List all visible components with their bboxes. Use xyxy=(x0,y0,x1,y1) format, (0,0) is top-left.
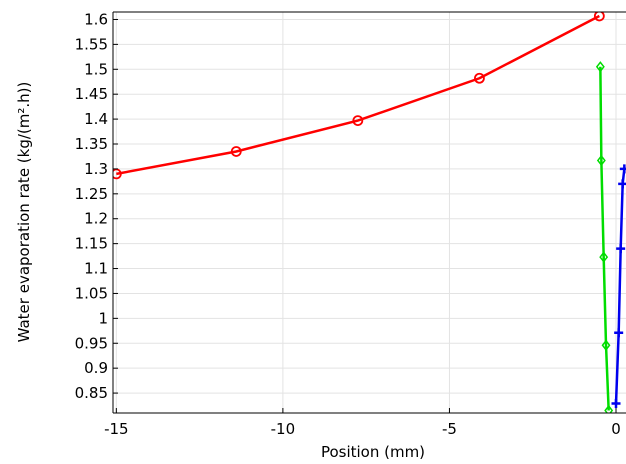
x-tick-label: 0 xyxy=(611,420,621,438)
y-tick-label: 1.2 xyxy=(84,210,108,228)
data-point xyxy=(614,328,624,338)
series-2 xyxy=(595,61,614,413)
data-point xyxy=(611,399,621,409)
y-tick-label: 1 xyxy=(98,309,108,327)
y-tick-label: 0.9 xyxy=(84,359,108,377)
data-point xyxy=(619,164,626,174)
data-point xyxy=(596,154,606,167)
y-tick-label: 1.1 xyxy=(84,260,108,278)
data-point xyxy=(593,12,605,22)
y-tick-label: 1.35 xyxy=(75,135,108,153)
y-tick-label: 1.6 xyxy=(84,10,108,28)
y-tick-label: 1.5 xyxy=(84,60,108,78)
y-tick-label: 0.85 xyxy=(75,384,108,402)
y-tick-label: 1.05 xyxy=(75,284,108,302)
data-point xyxy=(595,61,605,73)
x-tick-label: -15 xyxy=(104,420,129,438)
y-tick-label: 1.25 xyxy=(75,185,108,203)
series-line xyxy=(116,14,600,176)
series-1 xyxy=(113,12,605,180)
x-tick-label: -10 xyxy=(271,420,296,438)
data-point xyxy=(230,146,242,157)
data-point xyxy=(352,115,364,126)
y-tick-label: 1.15 xyxy=(75,235,108,253)
series-layer xyxy=(113,12,626,413)
data-point xyxy=(599,251,609,263)
data-point xyxy=(618,179,626,189)
data-point xyxy=(604,404,614,413)
series-3 xyxy=(611,164,626,409)
plot-frame xyxy=(112,11,626,414)
y-tick-label: 1.55 xyxy=(75,35,108,53)
data-point xyxy=(616,244,626,254)
y-axis-label: Water evaporation rate (kg/(m².h)) xyxy=(15,82,33,343)
grid-lines xyxy=(113,12,626,413)
y-tick-label: 0.95 xyxy=(75,334,108,352)
x-axis-label: Position (mm) xyxy=(321,443,425,461)
y-tick-label: 1.45 xyxy=(75,85,108,103)
series-line xyxy=(599,66,610,411)
y-tick-label: 1.4 xyxy=(84,110,108,128)
data-point xyxy=(601,339,611,351)
y-tick-label: 1.3 xyxy=(84,160,108,178)
data-point xyxy=(474,72,485,84)
x-tick-label: -5 xyxy=(442,420,457,438)
axis-ticks: 0.85 0.9 0.95 1 1.05 1.1 1.15 1.2 1.25 1.3 1.35 1.4… xyxy=(75,10,621,438)
